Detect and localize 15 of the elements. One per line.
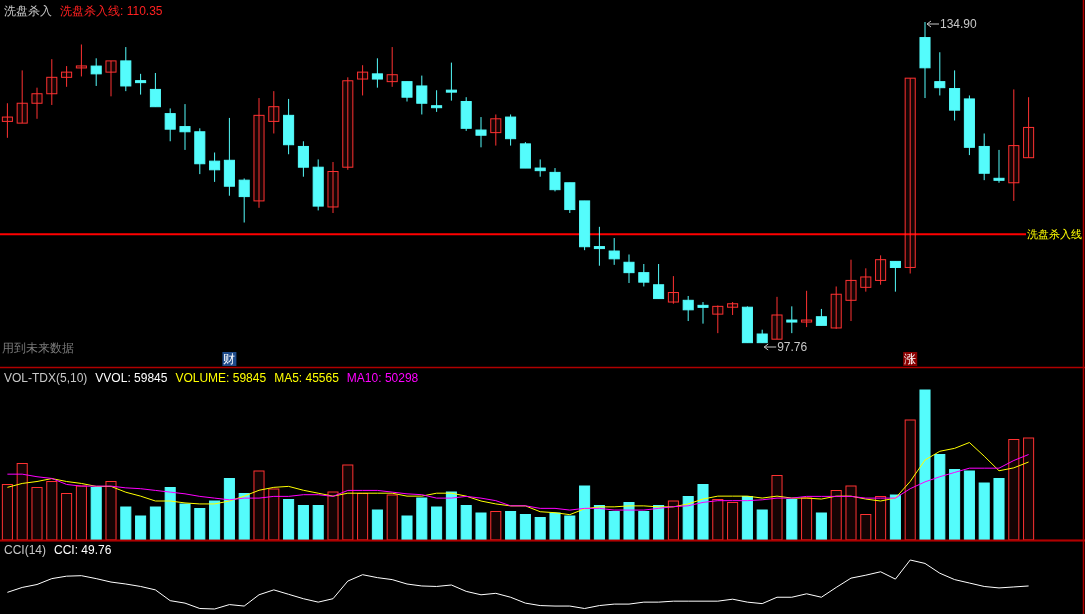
annotation: 用到未来数据	[2, 341, 74, 355]
text: 涨	[904, 352, 917, 366]
text: MA10: 50298	[346, 371, 419, 385]
chart-title: 洗盘杀入	[4, 4, 52, 18]
text: VOLUME: 59845	[175, 371, 267, 385]
annotation: 134.90	[940, 17, 978, 31]
chart-subtitle: VVOL: 59845	[95, 371, 168, 385]
chart-title: VOL-TDX(5,10)	[4, 371, 88, 385]
annotation: 97.76	[777, 340, 808, 354]
chart-title: CCI(14)	[4, 543, 47, 557]
ref-line-label: 洗盘杀入线	[1027, 228, 1082, 241]
text: MA5: 45565	[274, 371, 340, 385]
text: 财	[223, 352, 236, 366]
chart-subtitle: 洗盘杀入线: 110.35	[60, 4, 163, 18]
chart-subtitle: CCI: 49.76	[54, 543, 112, 557]
